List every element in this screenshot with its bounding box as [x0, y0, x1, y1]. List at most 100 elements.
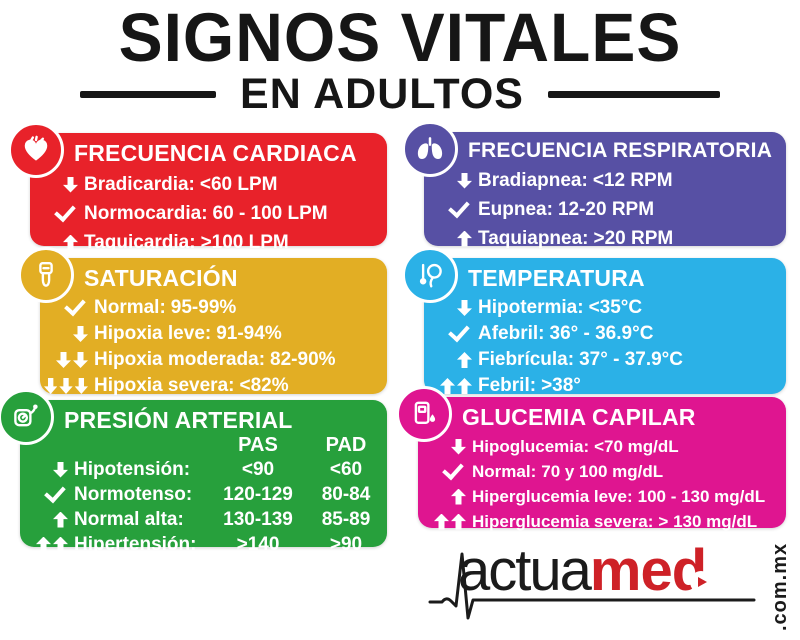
range-label: Afebril:: [478, 323, 545, 344]
vital-range-row: Fiebrícula: 37° - 37.9°C: [428, 347, 786, 373]
logo-domain-suffix: .com.mx: [769, 542, 791, 632]
check-icon: [54, 199, 76, 222]
card-items: Bradicardia: <60 LPM Normocardia: 60 - 1…: [34, 170, 387, 257]
card-items: Normal: 95-99% Hipoxia leve: 91-94% Hipo…: [44, 294, 387, 399]
down-arrow-icon: [73, 326, 88, 342]
range-label: Hipoxia leve:: [94, 323, 212, 344]
down-arrow-icon: [457, 172, 472, 189]
down-arrow-icon: [59, 378, 73, 394]
pad-value: <60: [329, 459, 363, 480]
actuamed-logo: actuamed .com.mx: [428, 540, 792, 638]
card-frecuencia-respiratoria: FRECUENCIA RESPIRATORIA Bradiapnea: <12 …: [402, 121, 786, 249]
range-label: Normal:: [472, 461, 537, 481]
down-arrow-icon: [451, 438, 466, 455]
down-arrow-icon: [44, 378, 58, 394]
pas-value: 120-129: [223, 484, 293, 505]
range-value: >100 LPM: [200, 231, 289, 253]
column-header-pas: PAS: [238, 434, 278, 456]
play-icon: [690, 571, 712, 593]
range-value: 60 - 100 LPM: [212, 202, 328, 224]
range-value: <35°C: [588, 297, 643, 318]
range-value: 91-94%: [216, 323, 282, 344]
down-arrow-icon: [53, 461, 68, 478]
up-arrow-icon: [36, 536, 51, 553]
range-label: Hipotermia:: [478, 297, 584, 318]
pad-value: 85-89: [321, 509, 371, 530]
down-arrow-icon: [74, 378, 88, 394]
vital-range-row: Normal: 95-99%: [44, 294, 387, 321]
vital-range-row: Hipotermia: <35°C: [428, 295, 786, 321]
vital-range-row: Bradicardia: <60 LPM: [34, 170, 387, 199]
pas-value: <90: [241, 459, 275, 480]
range-label: Normal:: [94, 297, 166, 318]
subtitle-rule-right: [547, 90, 720, 98]
vital-range-row: Taquiapnea: >20 RPM: [428, 224, 786, 253]
pad-value: >90: [329, 534, 363, 555]
range-value: > 130 mg/dL: [658, 511, 758, 531]
column-header-empty: [24, 434, 210, 457]
glucometer-icon: [396, 386, 452, 442]
card-title: TEMPERATURA: [468, 265, 645, 291]
down-arrow-icon: [73, 352, 88, 368]
up-arrow-icon: [451, 513, 466, 530]
down-arrow-icon: [56, 352, 71, 368]
range-label: Bradicardia:: [84, 173, 195, 195]
up-arrow-icon: [53, 511, 68, 528]
range-value: 37° - 37.9°C: [579, 349, 683, 370]
card-items: Hipoglucemia: <70 mg/dL Normal: 70 y 100…: [422, 434, 786, 534]
pulse-oximeter-icon: [18, 247, 74, 303]
up-arrow-icon: [434, 513, 449, 530]
up-arrow-icon: [451, 488, 466, 505]
card-title: FRECUENCIA RESPIRATORIA: [468, 139, 773, 162]
card-items: Hipotermia: <35°C Afebril: 36° - 36.9°C …: [428, 295, 786, 399]
vital-range-row: Febril: >38°: [428, 373, 786, 399]
up-arrow-icon: [457, 230, 472, 247]
blood-pressure-monitor-icon: [0, 389, 54, 445]
vital-range-row: Taquicardia: >100 LPM: [34, 228, 387, 257]
lungs-icon: [402, 121, 458, 177]
range-label: Normocardia:: [84, 202, 208, 224]
heart-icon: [8, 122, 64, 178]
card-title: GLUCEMIA CAPILAR: [462, 404, 696, 430]
up-arrow-icon: [457, 378, 472, 394]
ekg-line-icon: [428, 552, 756, 620]
range-label: Febril:: [478, 375, 537, 396]
up-arrow-icon: [63, 234, 78, 251]
range-value: <60 LPM: [199, 173, 278, 195]
vital-range-row: Hiperglucemia severa: > 130 mg/dL: [422, 509, 786, 534]
check-icon: [448, 320, 470, 343]
vital-range-row: Bradiapnea: <12 RPM: [428, 166, 786, 195]
vital-range-row: Eupnea: 12-20 RPM: [428, 195, 786, 224]
vital-range-row: Normal: 70 y 100 mg/dL: [422, 457, 786, 484]
card-glucemia-capilar: GLUCEMIA CAPILAR Hipoglucemia: <70 mg/dL…: [396, 386, 786, 531]
vital-range-row: Afebril: 36° - 36.9°C: [428, 320, 786, 347]
card-temperatura: TEMPERATURA Hipotermia: <35°C Afebril: 3…: [402, 247, 786, 396]
card-title: PRESIÓN ARTERIAL: [64, 407, 293, 433]
range-value: <12 RPM: [592, 169, 673, 191]
vital-range-row: Hiperglucemia leve: 100 - 130 mg/dL: [422, 484, 786, 509]
range-label: Hipoxia severa:: [94, 375, 235, 396]
range-value: 12-20 RPM: [557, 198, 655, 220]
up-arrow-icon: [457, 352, 472, 368]
range-value: 95-99%: [170, 297, 237, 318]
range-label: Fiebrícula:: [478, 349, 575, 370]
vital-range-row: Hipoxia leve: 91-94%: [44, 321, 387, 347]
card-title: SATURACIÓN: [84, 265, 238, 291]
card-items: Bradiapnea: <12 RPM Eupnea: 12-20 RPM Ta…: [428, 166, 786, 253]
range-label: Hipertensión:: [74, 533, 197, 555]
up-arrow-icon: [53, 536, 68, 553]
range-label: Bradiapnea:: [478, 169, 588, 191]
header: SIGNOS VITALES EN ADULTOS: [0, 3, 800, 116]
range-label: Hipoglucemia:: [472, 436, 590, 456]
down-arrow-icon: [63, 176, 78, 193]
check-icon: [64, 294, 86, 317]
range-label: Hipoxia moderada:: [94, 349, 266, 370]
range-value: >38°: [541, 375, 581, 396]
range-label: Normotenso:: [74, 483, 193, 505]
range-label: Taquicardia:: [84, 231, 196, 253]
vital-range-row: Hipoglucemia: <70 mg/dL: [422, 434, 786, 459]
check-icon: [44, 480, 66, 503]
range-label: Hiperglucemia severa:: [472, 511, 654, 531]
range-label: Hiperglucemia leve:: [472, 486, 633, 506]
range-label: Normal alta:: [74, 508, 184, 530]
